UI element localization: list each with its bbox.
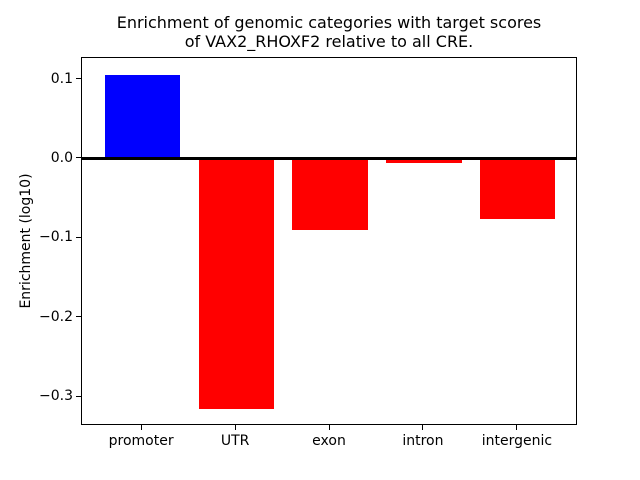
bar-intron <box>386 158 462 163</box>
x-tick-label-exon: exon <box>312 433 346 449</box>
bar-UTR <box>198 158 274 410</box>
x-tick-mark <box>328 425 330 430</box>
zero-line <box>82 157 576 161</box>
x-tick-label-intergenic: intergenic <box>481 433 553 449</box>
y-tick-label: −0.1 <box>39 229 73 246</box>
x-tick-label-promoter: promoter <box>108 433 174 449</box>
y-tick-mark <box>76 157 81 159</box>
x-tick-mark <box>140 425 142 430</box>
y-tick-mark <box>76 395 81 397</box>
y-tick-label: −0.2 <box>39 308 73 325</box>
x-tick-mark <box>516 425 518 430</box>
x-tick-mark <box>422 425 424 430</box>
y-tick-mark <box>76 316 81 318</box>
bar-promoter <box>104 74 180 159</box>
y-tick-mark <box>76 236 81 238</box>
x-tick-label-intron: intron <box>402 433 444 449</box>
bar-intergenic <box>480 158 556 220</box>
y-tick-mark <box>76 78 81 79</box>
x-tick-mark <box>234 425 236 430</box>
chart-title: Enrichment of genomic categories with ta… <box>116 13 542 51</box>
x-tick-label-UTR: UTR <box>220 433 250 449</box>
plot-area <box>81 57 577 425</box>
bar-exon <box>292 158 368 231</box>
y-tick-label: 0.0 <box>50 149 73 166</box>
y-tick-label: 0.1 <box>50 70 73 87</box>
y-tick-label: −0.3 <box>39 388 73 405</box>
